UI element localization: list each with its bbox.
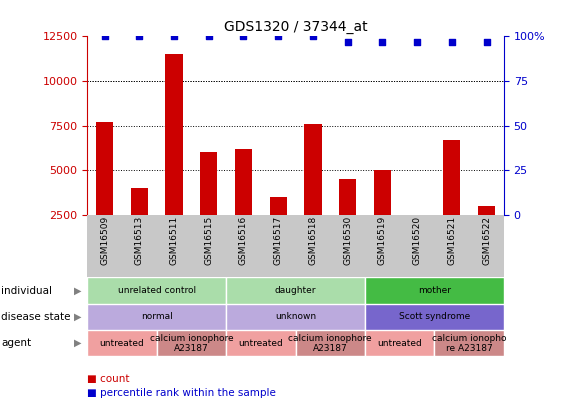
Text: GSM16515: GSM16515: [204, 216, 213, 265]
Bar: [408, 218, 426, 259]
Point: [100, 33, 109, 40]
Text: GSM16522: GSM16522: [482, 216, 491, 265]
Point: [343, 38, 352, 45]
Point: [204, 33, 213, 40]
Bar: [270, 197, 287, 259]
Bar: [374, 170, 391, 259]
Bar: [226, 277, 365, 304]
Bar: [296, 330, 365, 356]
Bar: [365, 330, 435, 356]
Point: [413, 38, 422, 45]
Bar: [87, 304, 226, 330]
Bar: [87, 330, 157, 356]
Text: untreated: untreated: [100, 339, 144, 348]
Text: ■ percentile rank within the sample: ■ percentile rank within the sample: [87, 388, 276, 398]
Text: untreated: untreated: [377, 339, 422, 348]
Text: individual: individual: [1, 286, 52, 296]
Bar: [226, 330, 296, 356]
Text: ■ count: ■ count: [87, 374, 129, 384]
Bar: [87, 277, 226, 304]
Point: [378, 38, 387, 45]
Text: GSM16519: GSM16519: [378, 216, 387, 265]
Text: unknown: unknown: [275, 312, 316, 322]
Point: [274, 33, 283, 40]
Text: normal: normal: [141, 312, 173, 322]
Text: calcium ionophore
A23187: calcium ionophore A23187: [150, 334, 233, 353]
Bar: [304, 124, 321, 259]
Bar: [157, 330, 226, 356]
Point: [135, 33, 144, 40]
Text: ▶: ▶: [74, 286, 82, 296]
Bar: [478, 206, 495, 259]
Text: agent: agent: [1, 338, 32, 348]
Bar: [235, 149, 252, 259]
Text: GSM16517: GSM16517: [274, 216, 283, 265]
Text: GSM16509: GSM16509: [100, 216, 109, 265]
Point: [239, 33, 248, 40]
Text: ▶: ▶: [74, 338, 82, 348]
Point: [169, 33, 178, 40]
Point: [447, 38, 456, 45]
Text: GSM16516: GSM16516: [239, 216, 248, 265]
Bar: [339, 179, 356, 259]
Text: calcium ionophore
A23187: calcium ionophore A23187: [288, 334, 372, 353]
Point: [482, 38, 491, 45]
Text: GSM16513: GSM16513: [135, 216, 144, 265]
Bar: [131, 188, 148, 259]
Bar: [96, 122, 113, 259]
Text: GSM16521: GSM16521: [448, 216, 456, 265]
Text: untreated: untreated: [239, 339, 283, 348]
Text: GSM16530: GSM16530: [343, 216, 352, 265]
Text: daughter: daughter: [275, 286, 316, 295]
Bar: [443, 140, 461, 259]
Text: Scott syndrome: Scott syndrome: [399, 312, 470, 322]
Bar: [435, 330, 504, 356]
Text: GSM16511: GSM16511: [169, 216, 178, 265]
Text: ▶: ▶: [74, 312, 82, 322]
Title: GDS1320 / 37344_at: GDS1320 / 37344_at: [224, 20, 368, 34]
Text: GSM16520: GSM16520: [413, 216, 422, 265]
Bar: [166, 54, 183, 259]
Text: disease state: disease state: [1, 312, 70, 322]
Text: GSM16518: GSM16518: [309, 216, 318, 265]
Text: unrelated control: unrelated control: [118, 286, 196, 295]
Bar: [365, 304, 504, 330]
Point: [309, 33, 318, 40]
Bar: [365, 277, 504, 304]
Text: calcium ionopho
re A23187: calcium ionopho re A23187: [432, 334, 506, 353]
Bar: [226, 304, 365, 330]
Text: mother: mother: [418, 286, 451, 295]
Bar: [200, 152, 217, 259]
